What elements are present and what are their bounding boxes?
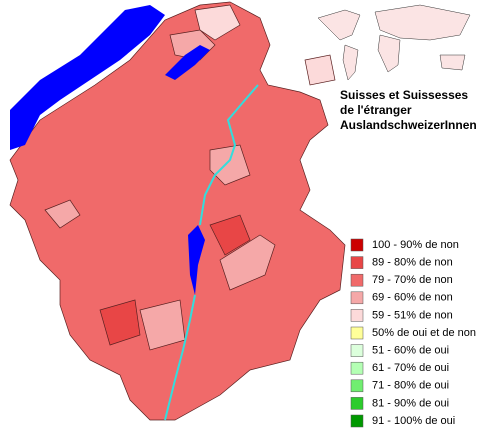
- canton-map: [9, 1, 346, 421]
- continent: [374, 4, 471, 41]
- legend-label: 100 - 90% de non: [372, 239, 459, 251]
- lake: [188, 225, 205, 295]
- legend-title: de l'étranger: [340, 103, 412, 117]
- legend-swatch: [350, 326, 364, 340]
- legend-label: 59 - 51% de non: [372, 309, 453, 321]
- legend-label: 81 - 90% de oui: [372, 397, 449, 409]
- legend-label: 51 - 60% de oui: [372, 345, 449, 357]
- world-inset: [317, 4, 471, 81]
- canton-region: [194, 4, 241, 41]
- legend-label: 71 - 80% de oui: [372, 380, 449, 392]
- legend-label: 61 - 70% de oui: [372, 362, 449, 374]
- legend-label: 79 - 70% de non: [372, 274, 453, 286]
- legend-label: 91 - 100% de oui: [372, 415, 455, 427]
- continent: [377, 34, 401, 73]
- legend-swatch: [350, 309, 364, 322]
- legend-label: 50% de oui et de non: [372, 327, 476, 339]
- canton-region: [304, 54, 336, 86]
- legend-swatch: [350, 414, 364, 428]
- legend-swatch: [350, 238, 364, 252]
- canton-region: [219, 234, 276, 291]
- legend-label: 89 - 80% de non: [372, 257, 453, 269]
- continent: [439, 54, 466, 71]
- canton-region: [44, 199, 81, 229]
- legend-label: 69 - 60% de non: [372, 292, 453, 304]
- legend-title: AuslandschweizerInnen: [340, 118, 477, 132]
- river: [164, 84, 259, 421]
- canton-region: [9, 1, 346, 421]
- canton-region: [99, 299, 141, 346]
- legend-swatch: [350, 397, 364, 410]
- continent: [342, 44, 359, 81]
- legend-swatch: [350, 379, 364, 393]
- legend-title: Suisses et Suissesses: [340, 88, 468, 102]
- legend-swatch: [350, 291, 364, 305]
- lake: [165, 45, 210, 80]
- lake: [10, 5, 165, 150]
- legend-swatch: [350, 361, 364, 375]
- legend-swatch: [350, 344, 364, 357]
- legend-swatch: [350, 256, 364, 269]
- canton-region: [209, 214, 251, 256]
- continent: [317, 9, 361, 41]
- legend-swatch: [350, 273, 364, 287]
